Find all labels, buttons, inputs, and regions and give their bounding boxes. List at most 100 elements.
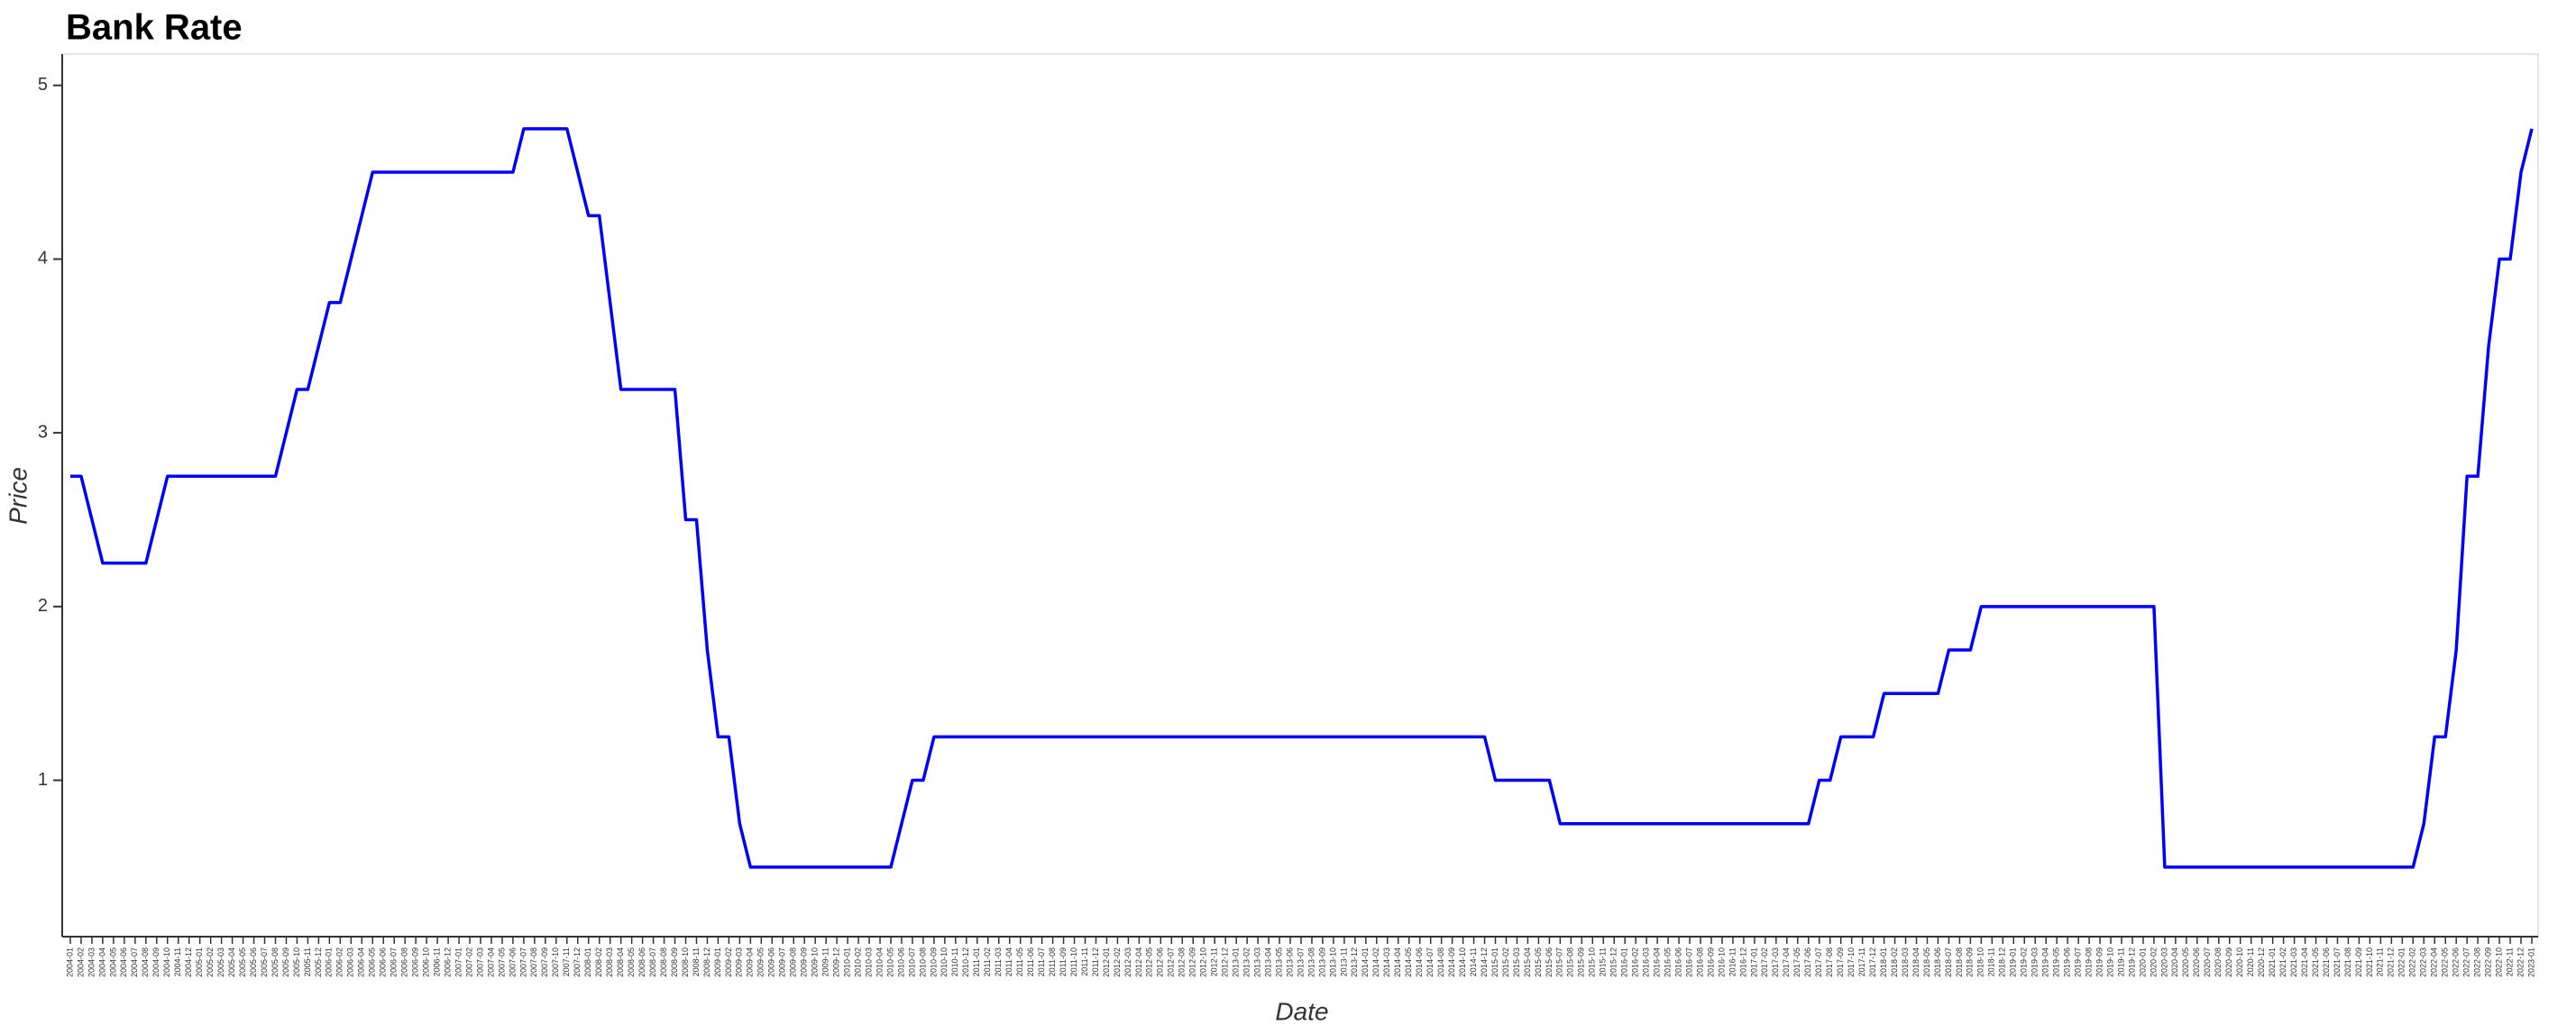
x-tick-label: 2019-04 xyxy=(2041,947,2050,977)
x-tick-label: 2010-08 xyxy=(918,947,927,977)
x-tick-label: 2015-05 xyxy=(1534,947,1543,977)
x-tick-label: 2019-09 xyxy=(2095,947,2104,977)
x-tick-label: 2011-05 xyxy=(1015,947,1024,976)
x-tick-label: 2013-09 xyxy=(1317,947,1326,977)
x-tick-label: 2015-02 xyxy=(1501,947,1510,977)
x-tick-label: 2020-10 xyxy=(2235,947,2244,977)
x-tick-label: 2018-03 xyxy=(1901,947,1910,977)
x-tick-label: 2004-01 xyxy=(65,947,74,977)
x-tick-label: 2009-10 xyxy=(811,947,820,977)
x-tick-label: 2010-11 xyxy=(950,947,959,976)
x-tick-label: 2012-08 xyxy=(1178,947,1187,977)
x-tick-label: 2019-05 xyxy=(2052,947,2061,977)
x-tick-label: 2013-10 xyxy=(1328,947,1337,977)
x-tick-label: 2011-08 xyxy=(1048,947,1057,976)
x-tick-label: 2017-07 xyxy=(1814,947,1823,977)
x-tick-label: 2021-08 xyxy=(2343,947,2352,977)
x-tick-label: 2007-03 xyxy=(475,947,484,977)
x-tick-label: 2005-04 xyxy=(227,947,236,977)
x-tick-label: 2019-12 xyxy=(2127,947,2136,977)
x-tick-label: 2005-10 xyxy=(292,947,301,977)
x-tick-label: 2016-04 xyxy=(1653,947,1662,977)
x-tick-label: 2015-06 xyxy=(1545,947,1554,977)
x-tick-label: 2015-08 xyxy=(1566,947,1575,977)
x-tick-label: 2016-12 xyxy=(1738,947,1747,977)
x-tick-label: 2021-11 xyxy=(2376,947,2385,976)
x-tick-label: 2020-04 xyxy=(2170,947,2179,977)
x-tick-label: 2009-04 xyxy=(746,947,755,977)
x-tick-label: 2013-03 xyxy=(1252,947,1261,977)
x-tick-label: 2022-04 xyxy=(2430,947,2439,977)
x-tick-label: 2018-05 xyxy=(1922,947,1931,977)
x-tick-label: 2018-10 xyxy=(1976,947,1985,977)
x-tick-label: 2017-12 xyxy=(1868,947,1877,977)
x-tick-label: 2006-04 xyxy=(357,947,366,977)
x-tick-label: 2013-12 xyxy=(1350,947,1359,977)
x-tick-label: 2015-09 xyxy=(1577,947,1586,977)
y-tick-label: 1 xyxy=(38,770,48,790)
x-tick-label: 2010-09 xyxy=(929,947,938,977)
x-tick-label: 2017-04 xyxy=(1782,947,1791,977)
x-tick-label: 2021-09 xyxy=(2354,947,2363,977)
x-tick-label: 2006-11 xyxy=(432,947,441,976)
x-tick-label: 2022-02 xyxy=(2408,947,2417,977)
x-tick-label: 2014-06 xyxy=(1415,947,1424,977)
x-tick-label: 2016-08 xyxy=(1695,947,1704,977)
x-tick-label: 2022-09 xyxy=(2483,947,2492,977)
x-tick-label: 2016-10 xyxy=(1717,947,1726,977)
y-tick-label: 2 xyxy=(38,596,48,616)
x-tick-label: 2017-06 xyxy=(1803,947,1812,977)
x-tick-label: 2004-12 xyxy=(184,947,193,977)
x-tick-label: 2017-08 xyxy=(1825,947,1834,977)
x-tick-label: 2004-10 xyxy=(162,947,171,977)
x-tick-label: 2012-05 xyxy=(1145,947,1154,977)
x-tick-label: 2021-12 xyxy=(2387,947,2396,977)
x-tick-label: 2021-06 xyxy=(2322,947,2331,977)
x-tick-label: 2007-11 xyxy=(562,947,571,976)
x-tick-label: 2005-07 xyxy=(260,947,269,977)
x-tick-label: 2012-11 xyxy=(1210,947,1219,976)
x-tick-label: 2019-07 xyxy=(2073,947,2082,977)
x-tick-label: 2008-07 xyxy=(648,947,657,977)
x-tick-label: 2017-09 xyxy=(1836,947,1845,977)
x-tick-label: 2010-05 xyxy=(885,947,894,977)
x-tick-label: 2013-04 xyxy=(1263,947,1272,977)
x-tick-label: 2009-01 xyxy=(713,947,722,977)
x-tick-label: 2008-05 xyxy=(627,947,636,977)
x-tick-label: 2018-11 xyxy=(1987,947,1996,976)
y-tick-label: 3 xyxy=(38,422,48,442)
x-tick-label: 2008-06 xyxy=(637,947,646,977)
x-tick-label: 2023-01 xyxy=(2526,947,2535,977)
x-tick-label: 2019-11 xyxy=(2116,947,2125,976)
x-tick-label: 2011-03 xyxy=(994,947,1003,976)
x-tick-label: 2018-12 xyxy=(1998,947,2007,977)
x-tick-label: 2007-07 xyxy=(518,947,527,977)
x-tick-label: 2007-04 xyxy=(486,947,495,977)
x-tick-label: 2021-05 xyxy=(2311,947,2320,977)
x-tick-label: 2012-09 xyxy=(1188,947,1197,977)
x-tick-label: 2010-10 xyxy=(940,947,949,977)
x-tick-label: 2022-08 xyxy=(2473,947,2482,977)
x-tick-label: 2019-10 xyxy=(2105,947,2114,977)
x-tick-label: 2018-08 xyxy=(1955,947,1964,977)
x-tick-label: 2018-07 xyxy=(1944,947,1953,977)
x-tick-label: 2005-09 xyxy=(281,947,290,977)
x-tick-label: 2012-01 xyxy=(1102,947,1111,977)
x-tick-label: 2010-01 xyxy=(842,947,851,977)
x-tick-label: 2022-01 xyxy=(2397,947,2406,977)
x-tick-label: 2005-12 xyxy=(314,947,323,977)
x-tick-label: 2008-12 xyxy=(702,947,711,977)
x-tick-label: 2004-11 xyxy=(173,947,182,976)
x-tick-label: 2016-03 xyxy=(1642,947,1651,977)
x-tick-label: 2007-08 xyxy=(529,947,538,977)
x-tick-label: 2006-12 xyxy=(443,947,452,977)
x-tick-label: 2011-07 xyxy=(1037,947,1046,976)
x-tick-label: 2004-02 xyxy=(76,947,85,977)
x-tick-label: 2012-12 xyxy=(1221,947,1230,977)
x-tick-label: 2013-01 xyxy=(1232,947,1241,977)
x-tick-label: 2022-06 xyxy=(2452,947,2461,977)
x-tick-label: 2006-09 xyxy=(411,947,420,977)
x-tick-label: 2020-09 xyxy=(2224,947,2233,977)
x-tick-label: 2019-01 xyxy=(2009,947,2018,977)
x-tick-label: 2006-07 xyxy=(390,947,399,977)
